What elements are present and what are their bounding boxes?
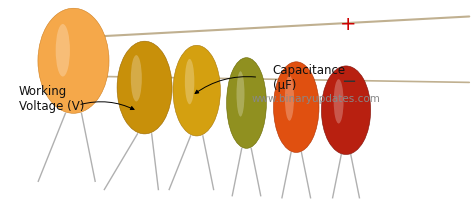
Ellipse shape xyxy=(185,59,194,104)
Ellipse shape xyxy=(173,45,220,136)
Ellipse shape xyxy=(334,79,344,124)
Text: Working
Voltage (V): Working Voltage (V) xyxy=(19,85,84,113)
Text: Capacitance
(μF): Capacitance (μF) xyxy=(273,64,346,92)
Ellipse shape xyxy=(117,41,172,134)
Text: www.binaryupdates.com: www.binaryupdates.com xyxy=(251,94,380,104)
Ellipse shape xyxy=(237,71,245,117)
Ellipse shape xyxy=(38,8,109,113)
Text: −: − xyxy=(341,73,356,91)
Ellipse shape xyxy=(56,24,70,77)
Ellipse shape xyxy=(285,75,294,121)
Text: +: + xyxy=(340,15,356,34)
Ellipse shape xyxy=(131,55,142,102)
Ellipse shape xyxy=(227,58,266,148)
Ellipse shape xyxy=(321,66,371,154)
Ellipse shape xyxy=(273,62,319,152)
